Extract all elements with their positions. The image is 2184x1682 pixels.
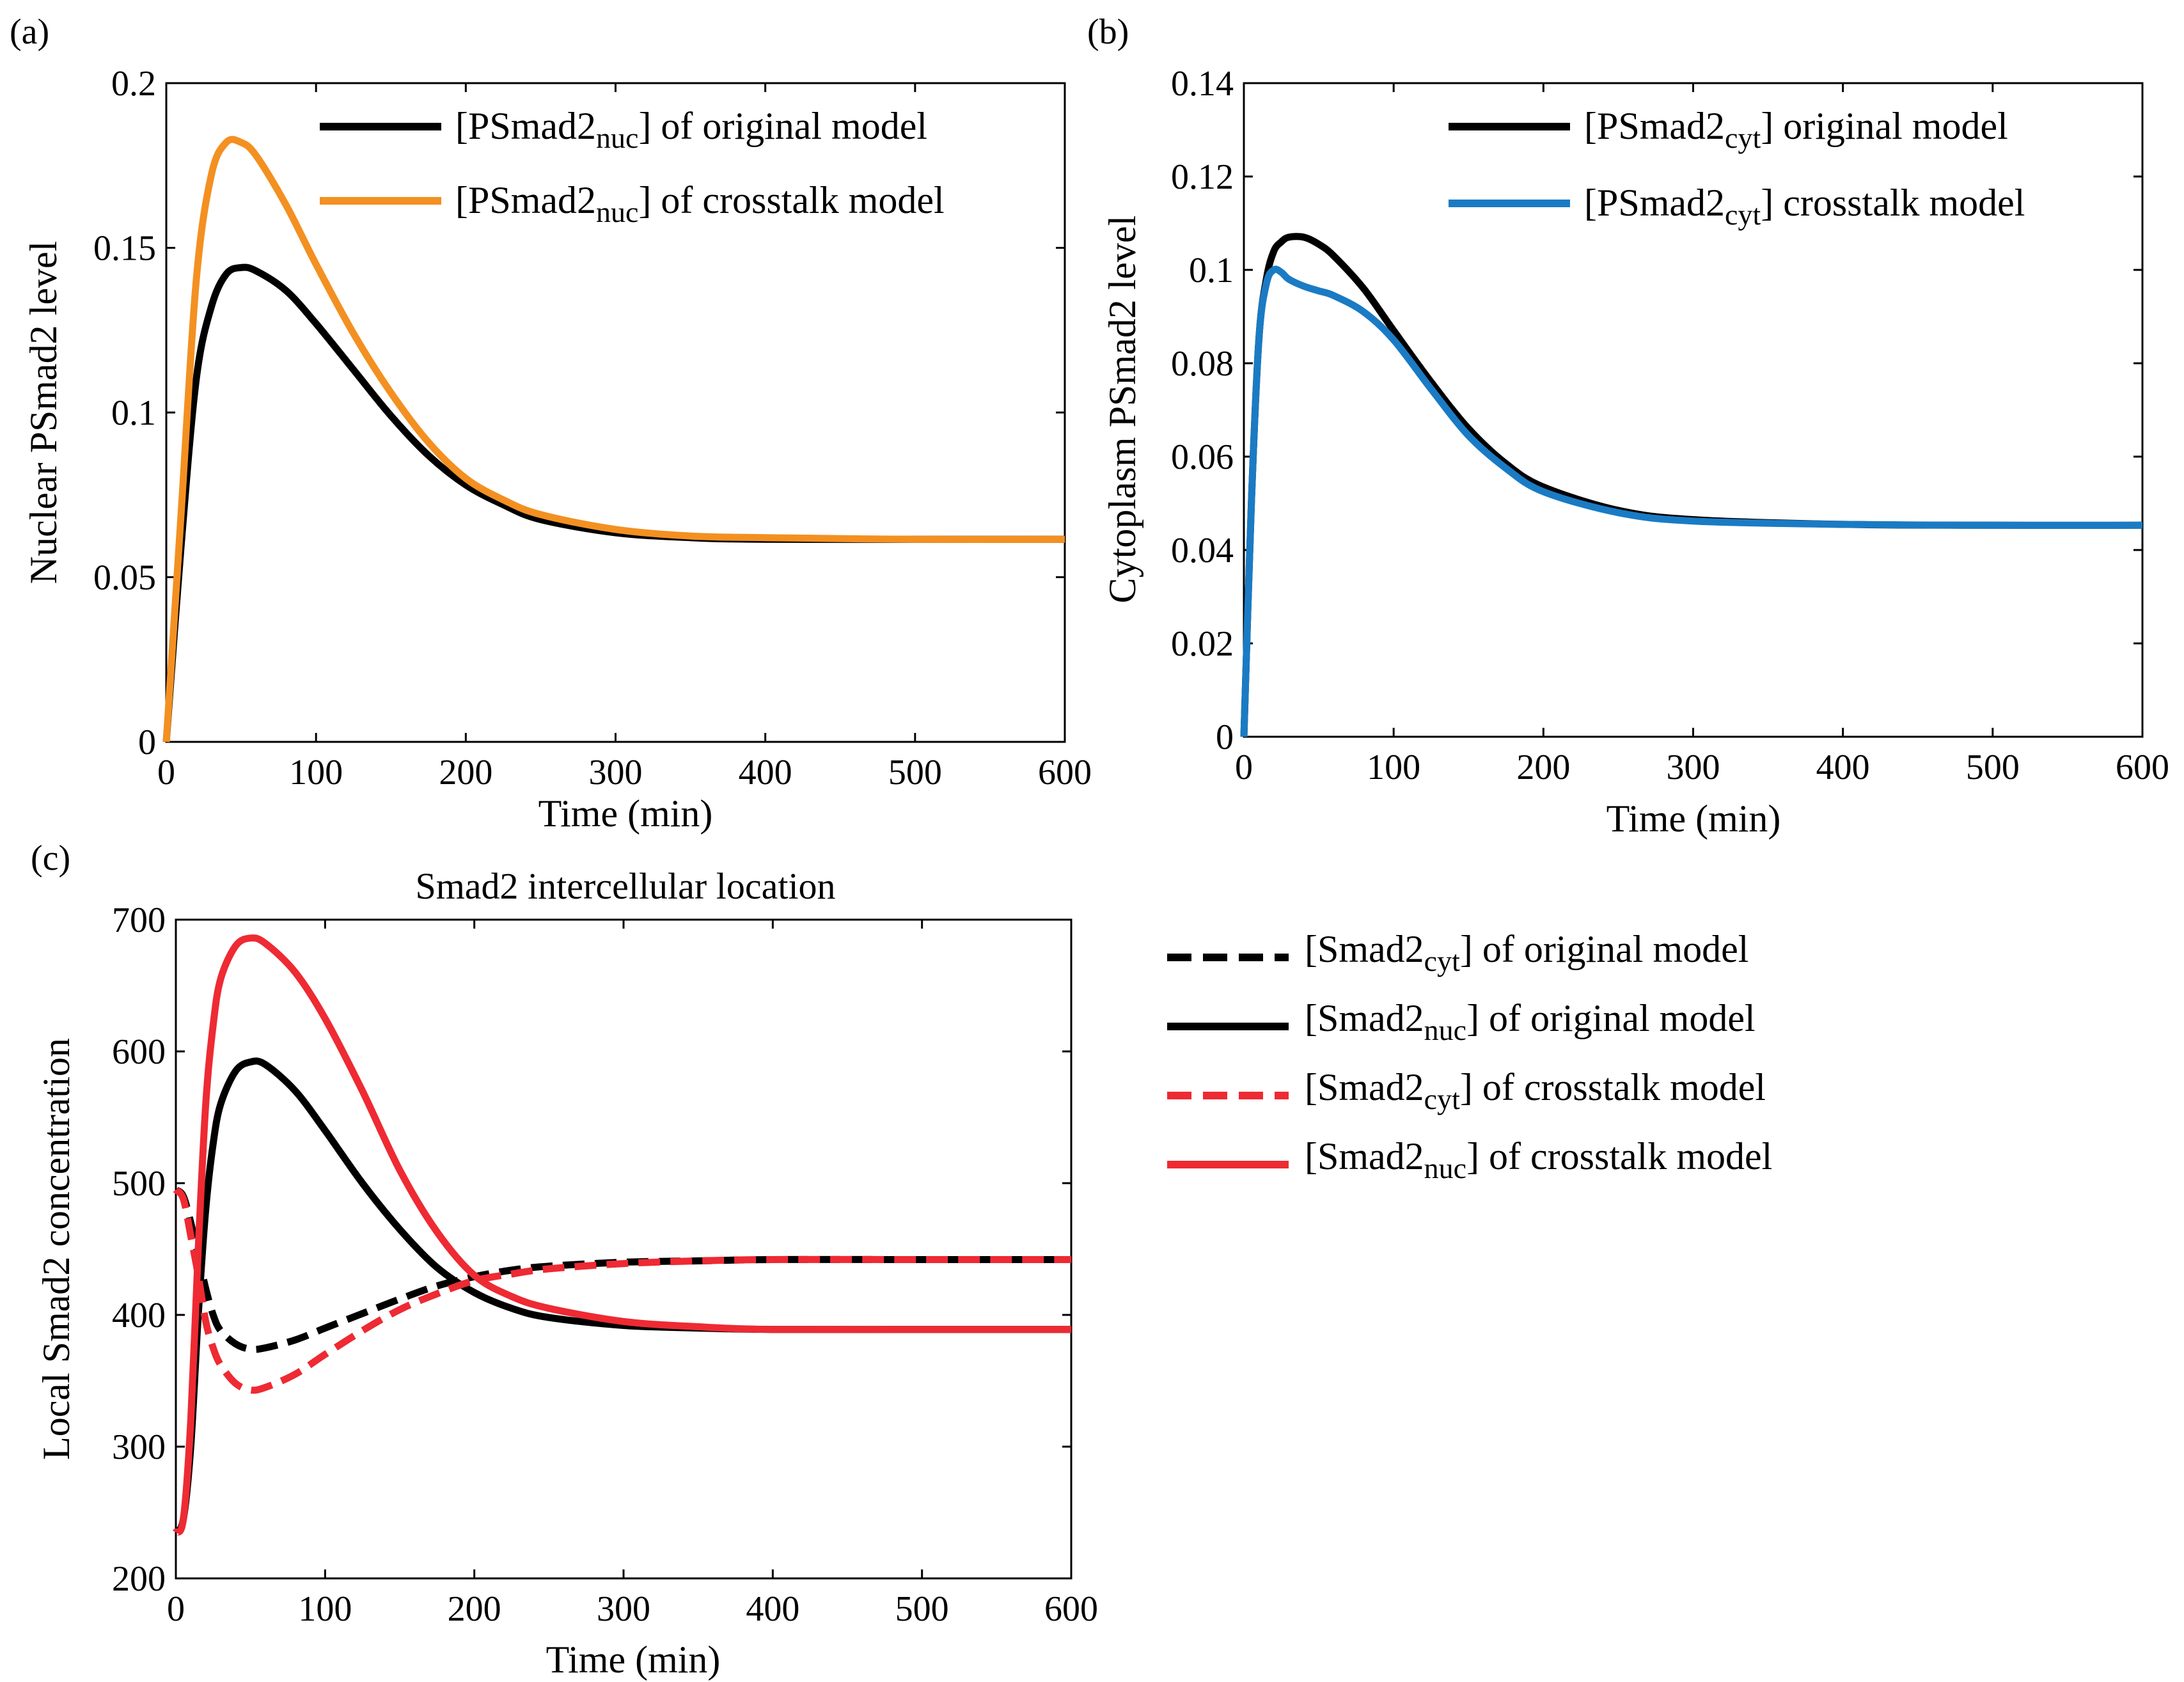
panel-a-xtick-labels: 0 100 200 300 400 500 600 (157, 753, 1092, 792)
panel-a-tick-marks (166, 83, 1065, 742)
panel-b-ytick-label: 0.06 (1171, 437, 1234, 477)
panel-b-xtick-labels: 0 100 200 300 400 500 600 (1235, 748, 2169, 787)
panel-b-xtick-label: 200 (1516, 748, 1570, 787)
panel-a-series-original-model-line (162, 263, 1065, 743)
panel-a-xtick-label: 300 (589, 753, 643, 792)
panel-c-legend-entry-2: [Smad2nuc] of original model (1305, 997, 1756, 1046)
panel-a-series-crosstalk-model-line (162, 136, 1065, 743)
panel-b-ytick-label: 0.02 (1171, 624, 1234, 664)
panel-c-legend: [Smad2cyt] of original model [Smad2nuc] … (1167, 928, 1772, 1184)
panel-a-ytick-label: 0.1 (111, 393, 156, 433)
panel-a-series (162, 136, 1065, 743)
panel-a-xtick-label: 500 (888, 753, 942, 792)
panel-c-xtick-label: 400 (746, 1589, 799, 1629)
panel-b-xtick-label: 600 (2116, 748, 2169, 787)
panel-a-label: (a) (10, 12, 49, 52)
panel-b-legend-entry-2: [PSmad2cyt] crosstalk model (1584, 182, 2025, 231)
panel-b-series-original-model-line (1240, 233, 2143, 737)
panel-c-xtick-label: 200 (448, 1589, 501, 1629)
panel-b-y-axis-label: Cytoplasm PSmad2 level (1101, 216, 1143, 604)
panel-c: (c) Smad2 intercellular location 0 100 200… (31, 838, 1772, 1681)
panel-b-xtick-label: 400 (1816, 748, 1870, 787)
panel-c-legend-entry-3: [Smad2cyt] of crosstalk model (1305, 1066, 1766, 1115)
panel-a-ytick-label: 0 (138, 723, 156, 762)
panel-b-ytick-labels: 0 0.02 0.04 0.06 0.08 0.1 0.12 0.14 (1171, 64, 1234, 757)
panel-b-xtick-label: 300 (1667, 748, 1720, 787)
panel-b-legend: [PSmad2cyt] original model [PSmad2cyt] c… (1449, 105, 2025, 231)
panel-b-xtick-label: 100 (1367, 748, 1420, 787)
panel-b-ytick-label: 0.04 (1171, 531, 1234, 570)
panel-c-ytick-label: 700 (112, 900, 166, 940)
panel-b-label: (b) (1087, 12, 1129, 52)
panel-c-ytick-label: 500 (112, 1164, 166, 1204)
panel-c-legend-entry-1: [Smad2cyt] of original model (1305, 928, 1748, 977)
panel-c-series-nuc-original-model-line (173, 1057, 1071, 1535)
panel-a-legend-entry-2: [PSmad2nuc] of crosstalk model (455, 179, 945, 228)
panel-c-ytick-labels: 200 300 400 500 600 700 (112, 900, 166, 1599)
panel-b-tick-marks (1244, 83, 2142, 737)
panel-c-legend-entry-4: [Smad2nuc] of crosstalk model (1305, 1135, 1772, 1184)
panel-c-series-cyt-crosstalk-model-line (173, 1187, 1071, 1394)
panel-a-xtick-label: 0 (157, 753, 175, 792)
panel-a-legend: [PSmad2nuc] of original model [PSmad2nuc… (320, 105, 945, 228)
panel-a-xtick-label: 100 (289, 753, 343, 792)
panel-c-xtick-label: 300 (597, 1589, 650, 1629)
panel-c-ytick-label: 600 (112, 1032, 166, 1072)
panel-c-title: Smad2 intercellular location (415, 865, 835, 907)
panel-a-xtick-label: 400 (739, 753, 792, 792)
panel-c-xtick-label: 600 (1044, 1589, 1098, 1629)
panel-a-x-axis-label: Time (min) (538, 792, 713, 835)
panel-b-series-crosstalk-model-line (1240, 265, 2143, 737)
panel-c-ytick-label: 300 (112, 1427, 166, 1467)
panel-c-xtick-label: 500 (895, 1589, 949, 1629)
panel-c-x-axis-label: Time (min) (546, 1639, 721, 1681)
panel-c-tick-marks (176, 920, 1071, 1578)
panel-c-series (173, 934, 1071, 1536)
panel-b-legend-entry-1: [PSmad2cyt] original model (1584, 105, 2008, 154)
panel-b-ytick-label: 0.1 (1189, 251, 1234, 290)
panel-a-ytick-label: 0.15 (93, 229, 156, 269)
panel-a-xtick-label: 200 (439, 753, 492, 792)
panel-a-xtick-label: 600 (1038, 753, 1092, 792)
panel-c-ytick-label: 200 (112, 1559, 166, 1599)
panel-c-series-nuc-crosstalk-model-line (173, 934, 1071, 1536)
panel-c-ytick-label: 400 (112, 1296, 166, 1335)
panel-a-ytick-labels: 0 0.05 0.1 0.15 0.2 (93, 64, 156, 762)
panel-c-plot-frame (175, 918, 1072, 1580)
panel-b-ytick-label: 0.08 (1171, 344, 1234, 384)
panel-a-ytick-label: 0.2 (111, 64, 156, 104)
panel-b-ytick-label: 0 (1216, 718, 1234, 757)
panel-b-xtick-label: 500 (1966, 748, 2020, 787)
panel-c-label: (c) (31, 838, 70, 878)
panel-c-y-axis-label: Local Smad2 concentration (35, 1038, 77, 1460)
panel-a-ytick-label: 0.05 (93, 558, 156, 598)
panel-b-ytick-label: 0.12 (1171, 157, 1234, 197)
panel-c-xtick-labels: 0 100 200 300 400 500 600 (167, 1589, 1098, 1629)
panel-a: (a) 0 100 200 300 400 500 600 00.050.10.150.2 … (10, 12, 1092, 835)
panel-a-y-axis-label: Nuclear PSmad2 level (22, 241, 65, 585)
panel-b-xtick-label: 0 (1235, 748, 1253, 787)
panel-c-xtick-label: 0 (167, 1589, 185, 1629)
panel-c-xtick-label: 100 (298, 1589, 352, 1629)
panel-b-series (1240, 233, 2143, 737)
panel-b: (b) 0 100 200 300 400 500 600 0 0.02 0.04 0.06 0.0… (1087, 12, 2169, 840)
panel-b-ytick-label: 0.14 (1171, 64, 1234, 104)
panel-b-x-axis-label: Time (min) (1607, 798, 1781, 840)
panel-a-legend-entry-1: [PSmad2nuc] of original model (455, 105, 927, 154)
